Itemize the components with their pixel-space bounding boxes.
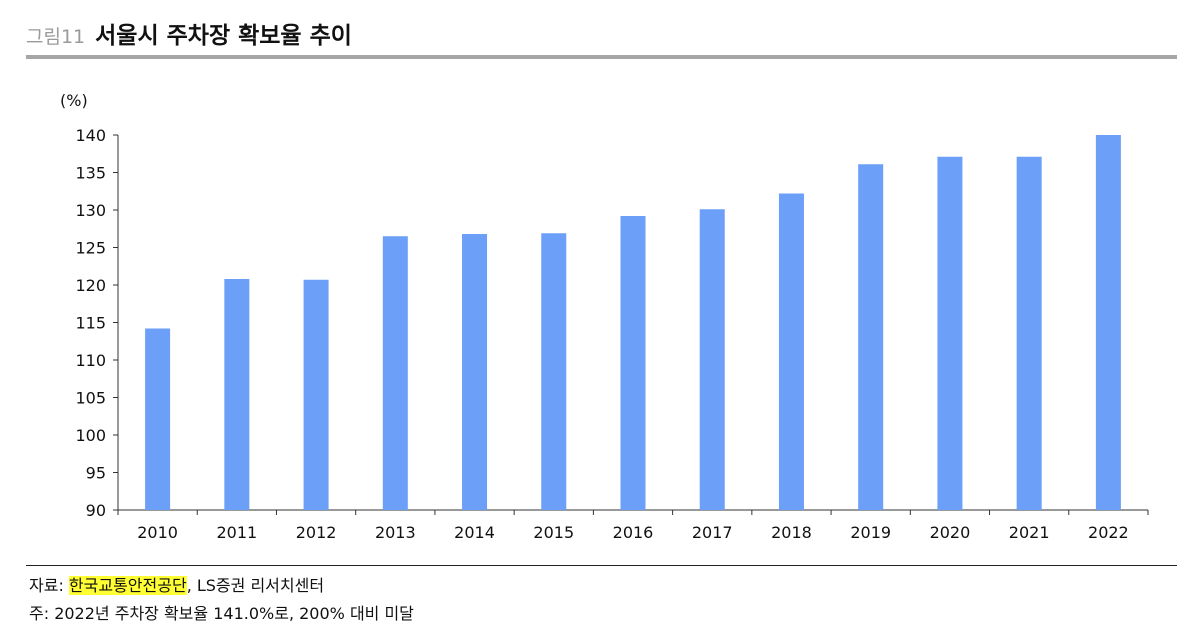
x-tick-label: 2019 — [850, 523, 891, 542]
x-tick-label: 2018 — [771, 523, 812, 542]
y-tick-label: 140 — [75, 126, 106, 145]
figure-header: 그림11 서울시 주차장 확보율 추이 — [26, 16, 352, 56]
bar-2010 — [145, 328, 171, 510]
source-prefix: 자료: — [29, 576, 69, 595]
y-tick-label: 115 — [75, 314, 106, 333]
y-tick-label: 120 — [75, 276, 106, 295]
bar-2013 — [382, 236, 408, 510]
bar-2016 — [620, 216, 646, 510]
y-tick-label: 100 — [75, 426, 106, 445]
x-tick-label: 2015 — [533, 523, 574, 542]
figure-label: 그림11 — [26, 26, 86, 48]
bar-2015 — [541, 233, 567, 510]
title-rule — [26, 55, 1177, 59]
source-rest: , LS증권 리서치센터 — [186, 576, 325, 595]
x-tick-label: 2017 — [692, 523, 733, 542]
bar-2021 — [1016, 156, 1042, 510]
y-tick-label: 105 — [75, 389, 106, 408]
x-tick-label: 2022 — [1088, 523, 1129, 542]
y-unit-label: (%) — [60, 91, 88, 110]
y-tick-label: 95 — [86, 464, 106, 483]
x-tick-label: 2016 — [613, 523, 654, 542]
bar-2022 — [1095, 135, 1121, 510]
y-tick-label: 90 — [86, 501, 106, 520]
bar-2012 — [303, 279, 329, 510]
bar-2011 — [224, 279, 250, 510]
x-tick-label: 2013 — [375, 523, 416, 542]
y-tick-label: 125 — [75, 239, 106, 258]
x-tick-label: 2021 — [1009, 523, 1050, 542]
note-line: 주: 2022년 주차장 확보율 141.0%로, 200% 대비 미달 — [29, 604, 414, 623]
bar-2014 — [462, 234, 488, 510]
y-tick-label: 110 — [75, 351, 106, 370]
bar-2018 — [778, 193, 804, 510]
bar-2020 — [937, 156, 963, 510]
bar-2019 — [858, 164, 884, 510]
source-line: 자료: 한국교통안전공단, LS증권 리서치센터 — [29, 572, 324, 596]
chart-title: 서울시 주차장 확보율 추이 — [95, 23, 352, 49]
bar-2017 — [699, 209, 725, 510]
x-tick-label: 2020 — [930, 523, 971, 542]
y-tick-label: 135 — [75, 164, 106, 183]
y-tick-label: 130 — [75, 201, 106, 220]
bar-chart: (%) 90 95 100 105 110 115 120 125 130 135 140 2010 20… — [60, 91, 1149, 542]
x-tick-label: 2014 — [454, 523, 495, 542]
footer-rule — [26, 565, 1177, 566]
x-tick-label: 2012 — [296, 523, 337, 542]
x-tick-label: 2010 — [137, 523, 178, 542]
source-highlight: 한국교통안전공단 — [68, 576, 187, 595]
x-tick-label: 2011 — [216, 523, 257, 542]
